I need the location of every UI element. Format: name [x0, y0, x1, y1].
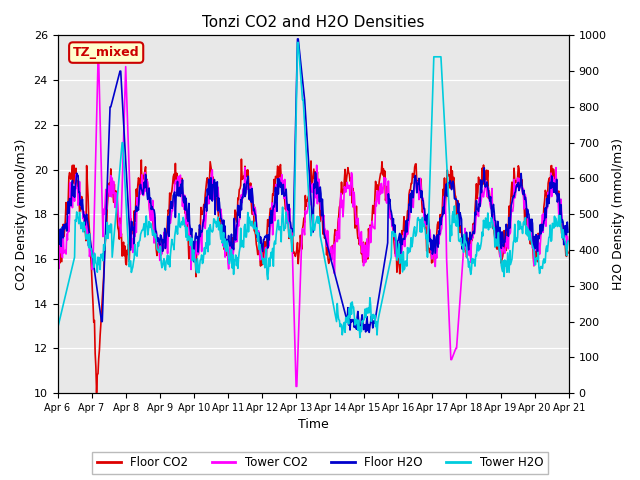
- Floor H2O: [63, 228, 70, 234]
- Legend: Floor CO2, Tower CO2, Floor H2O, Tower H2O: Floor CO2, Tower CO2, Floor H2O, Tower H…: [92, 452, 548, 474]
- Tower H2O: [195, 264, 202, 269]
- Floor H2O: [356, 331, 364, 337]
- Tower H2O: [356, 335, 364, 340]
- Tower CO2: [564, 238, 572, 244]
- Floor CO2: [391, 248, 399, 253]
- Line: Tower CO2: Tower CO2: [58, 62, 568, 386]
- Floor CO2: [237, 156, 245, 162]
- Tower CO2: [63, 231, 70, 237]
- Line: Tower H2O: Tower H2O: [58, 43, 568, 337]
- Line: Floor H2O: Floor H2O: [58, 39, 568, 334]
- Tower CO2: [94, 60, 102, 65]
- Tower CO2: [116, 223, 124, 228]
- Tower CO2: [292, 384, 300, 389]
- Floor CO2: [376, 175, 384, 181]
- Tower CO2: [195, 251, 203, 256]
- Tower H2O: [376, 308, 384, 314]
- Floor H2O: [294, 36, 301, 42]
- Floor H2O: [564, 229, 572, 235]
- Floor CO2: [168, 188, 175, 194]
- Floor CO2: [564, 250, 572, 256]
- Floor H2O: [167, 198, 175, 204]
- Floor CO2: [54, 260, 61, 266]
- Text: TZ_mixed: TZ_mixed: [73, 46, 140, 59]
- Tower CO2: [391, 224, 399, 229]
- Tower H2O: [294, 40, 301, 46]
- Floor H2O: [115, 71, 123, 77]
- Line: Floor CO2: Floor CO2: [58, 159, 568, 393]
- Title: Tonzi CO2 and H2O Densities: Tonzi CO2 and H2O Densities: [202, 15, 424, 30]
- Tower H2O: [391, 230, 399, 236]
- Y-axis label: CO2 Density (mmol/m3): CO2 Density (mmol/m3): [15, 139, 28, 290]
- Floor CO2: [63, 211, 70, 217]
- Tower CO2: [54, 234, 61, 240]
- Tower H2O: [167, 244, 175, 250]
- X-axis label: Time: Time: [298, 419, 328, 432]
- Floor H2O: [195, 249, 202, 255]
- Floor CO2: [195, 238, 203, 243]
- Tower CO2: [376, 184, 384, 190]
- Floor H2O: [376, 288, 384, 294]
- Tower H2O: [115, 172, 123, 178]
- Tower H2O: [564, 238, 572, 244]
- Floor H2O: [391, 222, 399, 228]
- Floor H2O: [54, 235, 61, 240]
- Y-axis label: H2O Density (mmol/m3): H2O Density (mmol/m3): [612, 138, 625, 290]
- Tower H2O: [54, 326, 61, 332]
- Tower H2O: [63, 287, 70, 293]
- Floor CO2: [93, 390, 100, 396]
- Floor CO2: [116, 215, 124, 221]
- Tower CO2: [168, 208, 175, 214]
